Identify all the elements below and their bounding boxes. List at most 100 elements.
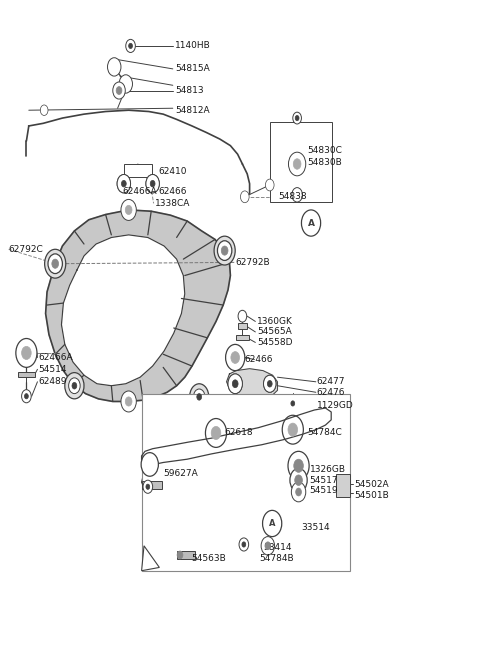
Circle shape: [69, 378, 80, 394]
Text: 62489: 62489: [38, 377, 67, 386]
Circle shape: [292, 188, 302, 202]
Circle shape: [146, 174, 159, 193]
Polygon shape: [61, 235, 185, 386]
Circle shape: [214, 236, 235, 265]
Text: 62618: 62618: [225, 428, 253, 438]
Circle shape: [108, 58, 121, 76]
Circle shape: [146, 174, 159, 193]
Text: 54565A: 54565A: [257, 327, 291, 337]
Text: 54815A: 54815A: [175, 64, 210, 73]
Circle shape: [121, 199, 136, 220]
Circle shape: [217, 241, 232, 260]
Circle shape: [261, 537, 275, 555]
Circle shape: [288, 152, 306, 176]
Text: 62792B: 62792B: [235, 258, 270, 267]
Text: 62466: 62466: [158, 187, 187, 196]
Circle shape: [240, 191, 249, 203]
Circle shape: [72, 382, 77, 389]
Text: 62476: 62476: [317, 388, 345, 397]
Text: 59627A: 59627A: [163, 469, 198, 478]
Circle shape: [117, 174, 131, 193]
Text: 1140HB: 1140HB: [175, 41, 211, 51]
Text: 54813: 54813: [175, 86, 204, 95]
Bar: [270, 122, 332, 202]
Circle shape: [40, 105, 48, 115]
Circle shape: [264, 375, 276, 392]
Circle shape: [205, 419, 227, 447]
Circle shape: [263, 510, 282, 537]
Text: 62792C: 62792C: [9, 245, 43, 254]
Circle shape: [295, 115, 299, 121]
Circle shape: [65, 373, 84, 399]
Circle shape: [121, 391, 136, 412]
Circle shape: [121, 180, 126, 187]
Text: 62477: 62477: [317, 377, 345, 386]
Circle shape: [52, 259, 59, 268]
Text: 54838: 54838: [278, 192, 307, 201]
Bar: [336, 474, 350, 497]
Circle shape: [141, 453, 158, 476]
Text: 54784C: 54784C: [307, 428, 342, 438]
Circle shape: [231, 352, 240, 363]
Circle shape: [126, 39, 135, 52]
Text: A: A: [269, 519, 276, 528]
Circle shape: [228, 374, 242, 394]
Text: 1326GB: 1326GB: [310, 464, 346, 474]
Circle shape: [290, 468, 307, 492]
Bar: [18, 372, 35, 377]
Text: 54502A: 54502A: [354, 480, 389, 489]
Circle shape: [288, 451, 309, 480]
Circle shape: [22, 346, 31, 359]
Circle shape: [267, 380, 272, 387]
Circle shape: [282, 415, 303, 444]
Text: 62466A: 62466A: [38, 353, 73, 362]
Circle shape: [177, 551, 183, 559]
Bar: [142, 481, 162, 489]
Circle shape: [211, 426, 221, 440]
Text: 54830B: 54830B: [307, 158, 342, 167]
Text: 54784B: 54784B: [259, 554, 294, 564]
Text: 54558D: 54558D: [257, 338, 292, 347]
Polygon shape: [227, 369, 277, 397]
Circle shape: [119, 75, 132, 93]
Circle shape: [232, 380, 238, 388]
Circle shape: [221, 246, 228, 255]
Circle shape: [288, 398, 297, 409]
Circle shape: [143, 480, 153, 493]
Circle shape: [242, 542, 246, 547]
Bar: [236, 335, 249, 340]
Text: 54563B: 54563B: [191, 554, 226, 564]
Circle shape: [48, 254, 62, 274]
Circle shape: [226, 344, 245, 371]
Circle shape: [293, 159, 301, 169]
Circle shape: [296, 488, 301, 496]
Circle shape: [291, 401, 295, 406]
Text: 62410: 62410: [158, 167, 187, 176]
Circle shape: [264, 375, 276, 392]
Circle shape: [295, 475, 302, 485]
Circle shape: [22, 390, 31, 403]
Text: A: A: [308, 218, 314, 228]
Circle shape: [193, 389, 205, 405]
Polygon shape: [46, 210, 230, 401]
Text: 1360GK: 1360GK: [257, 317, 293, 326]
Circle shape: [239, 538, 249, 551]
Text: 1129GD: 1129GD: [317, 401, 354, 410]
Text: 62466: 62466: [245, 355, 273, 364]
Circle shape: [116, 87, 122, 94]
Text: 54812A: 54812A: [175, 106, 210, 115]
Circle shape: [294, 459, 303, 472]
Polygon shape: [142, 546, 159, 571]
Bar: [177, 551, 195, 559]
Text: 54830C: 54830C: [307, 146, 342, 155]
Text: 33514: 33514: [301, 523, 330, 532]
Text: 54517: 54517: [310, 476, 338, 485]
Bar: [238, 323, 247, 329]
Text: 58414: 58414: [263, 543, 291, 552]
Circle shape: [190, 384, 209, 410]
Circle shape: [265, 179, 274, 191]
Circle shape: [24, 394, 28, 399]
Circle shape: [228, 374, 242, 394]
Circle shape: [291, 482, 306, 502]
Polygon shape: [142, 408, 331, 466]
